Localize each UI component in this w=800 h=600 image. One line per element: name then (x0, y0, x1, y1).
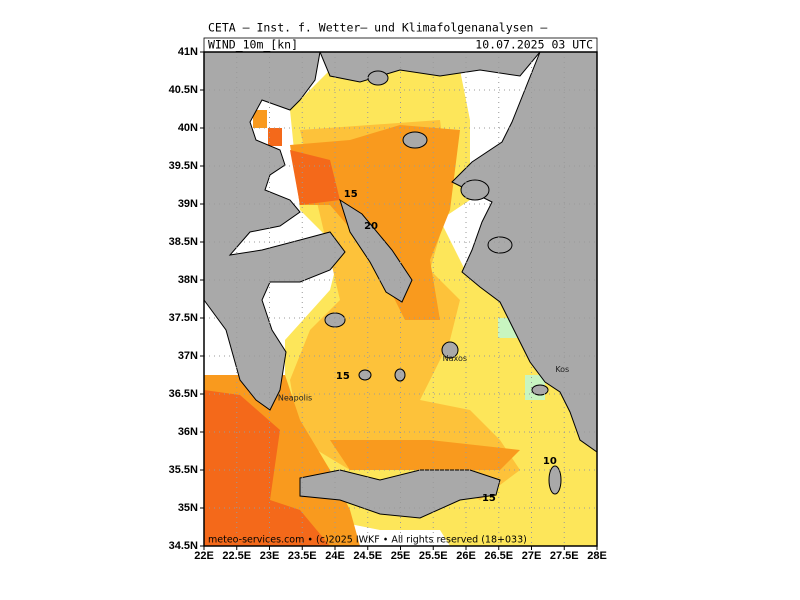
x-tick-label: 24E (325, 550, 345, 562)
y-tick-label: 37.5N (169, 312, 198, 324)
island (460, 179, 490, 201)
field-patch (268, 128, 282, 146)
x-tick-label: 25E (391, 550, 411, 562)
overlay: 15 20 15 15 10 Naxos Kos Neapolis (278, 189, 569, 504)
evia (339, 198, 413, 303)
x-tick-label: 24.5E (353, 550, 382, 562)
y-tick-label: 39N (178, 198, 198, 210)
x-tick-label: 22E (194, 550, 214, 562)
title: CETA – Inst. f. Wetter– und Klimafolgena… (208, 21, 547, 35)
wind-field (204, 70, 597, 546)
valid-time: 10.07.2025 03 UTC (475, 38, 593, 52)
y-tick-label: 36.5N (169, 388, 198, 400)
island (531, 384, 549, 396)
turkey (451, 51, 598, 453)
place-label: Kos (555, 365, 569, 374)
y-tick-label: 41N (178, 46, 198, 58)
island (487, 236, 513, 254)
y-tick-label: 38.5N (169, 236, 198, 248)
y-tick-label: 34.5N (169, 540, 198, 552)
contour-label: 15 (336, 371, 350, 382)
x-tick-label: 28E (587, 550, 607, 562)
contour-label: 10 (543, 456, 557, 467)
x-tick-label: 26.5E (484, 550, 513, 562)
field-orange-s (330, 440, 520, 470)
y-tick-label: 40.5N (169, 84, 198, 96)
island (402, 131, 428, 149)
island (358, 369, 372, 381)
y-tick-label: 35N (178, 502, 198, 514)
y-tick-label: 39.5N (169, 160, 198, 172)
island (367, 70, 389, 86)
x-tick-label: 26E (456, 550, 476, 562)
parameter: WIND_10m_[kn] (208, 38, 298, 52)
contour-label: 20 (364, 221, 378, 232)
plot: 15 20 15 15 10 Naxos Kos Neapolis meteo-service… (203, 51, 598, 547)
x-tick-label: 25.5E (419, 550, 448, 562)
crete (299, 469, 501, 519)
y-tick-label: 35.5N (169, 464, 198, 476)
field-dark-1 (290, 150, 340, 205)
x-tick-label: 27.5E (550, 550, 579, 562)
y-tick-label: 37N (178, 350, 198, 362)
island (548, 465, 562, 495)
place-label: Neapolis (278, 393, 312, 402)
field-dark-sw (204, 390, 330, 546)
x-tick-label: 22.5E (222, 550, 251, 562)
x-tick-label: 27E (522, 550, 542, 562)
y-tick-label: 38N (178, 274, 198, 286)
x-tick-label: 23.5E (288, 550, 317, 562)
island (394, 368, 406, 382)
island (324, 312, 346, 328)
greece-mainland (203, 51, 346, 411)
contour-label: 15 (482, 493, 496, 504)
field-patch (253, 110, 267, 128)
contour-label: 15 (344, 189, 358, 200)
y-tick-label: 40N (178, 122, 198, 134)
island (441, 341, 459, 359)
place-label: Naxos (443, 354, 467, 363)
y-tick-label: 36N (178, 426, 198, 438)
footer: meteo-services.com • (c)2025 IWKF • All … (208, 535, 527, 546)
x-tick-label: 23E (260, 550, 280, 562)
land (203, 51, 598, 519)
